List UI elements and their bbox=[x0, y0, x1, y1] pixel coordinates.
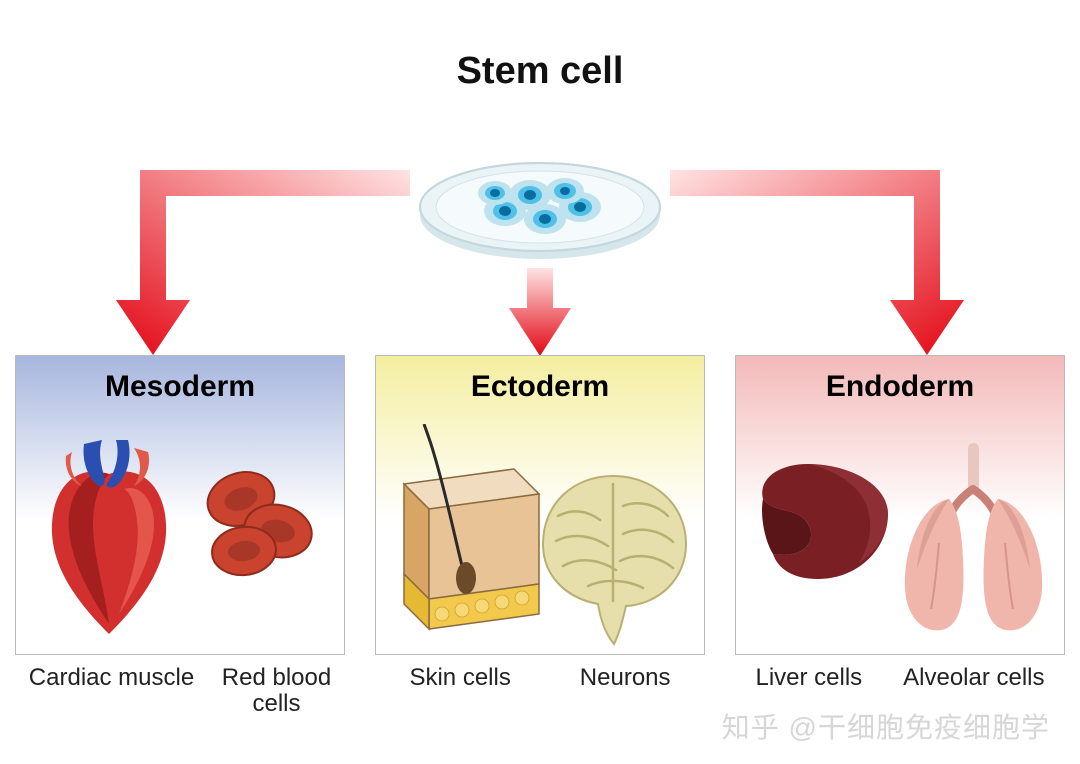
skin-block-icon bbox=[384, 424, 549, 634]
diagram-title: Stem cell bbox=[0, 50, 1080, 93]
caption-row-ectoderm: Skin cells Neurons bbox=[375, 665, 705, 691]
panel-title-mesoderm: Mesoderm bbox=[16, 370, 344, 404]
arrow-right-icon bbox=[660, 170, 970, 360]
caption-neurons: Neurons bbox=[580, 665, 671, 691]
panel-title-endoderm: Endoderm bbox=[736, 370, 1064, 404]
arrow-left-icon bbox=[110, 170, 420, 360]
petri-dish-icon bbox=[410, 115, 670, 280]
watermark-text: 知乎 @干细胞免疫细胞学 bbox=[722, 706, 1050, 746]
panel-mesoderm: Mesoderm bbox=[15, 355, 345, 655]
caption-cardiac-muscle: Cardiac muscle bbox=[29, 665, 194, 718]
lungs-icon bbox=[891, 439, 1056, 639]
caption-row-endoderm: Liver cells Alveolar cells bbox=[735, 665, 1065, 691]
caption-liver-cells: Liver cells bbox=[755, 665, 862, 691]
title-text: Stem cell bbox=[457, 50, 624, 92]
brain-icon bbox=[528, 456, 698, 646]
panel-endoderm: Endoderm bbox=[735, 355, 1065, 655]
heart-icon bbox=[24, 434, 194, 644]
caption-red-blood-cells: Red blood cells bbox=[222, 665, 331, 718]
panel-ectoderm: Ectoderm bbox=[375, 355, 705, 655]
liver-icon bbox=[748, 454, 898, 594]
caption-row-mesoderm: Cardiac muscle Red blood cells bbox=[15, 665, 345, 718]
arrow-center-icon bbox=[505, 268, 575, 358]
caption-skin-cells: Skin cells bbox=[409, 665, 510, 691]
rbc-icon bbox=[196, 459, 326, 589]
panel-title-ectoderm: Ectoderm bbox=[376, 370, 704, 404]
caption-alveolar-cells: Alveolar cells bbox=[903, 665, 1044, 691]
